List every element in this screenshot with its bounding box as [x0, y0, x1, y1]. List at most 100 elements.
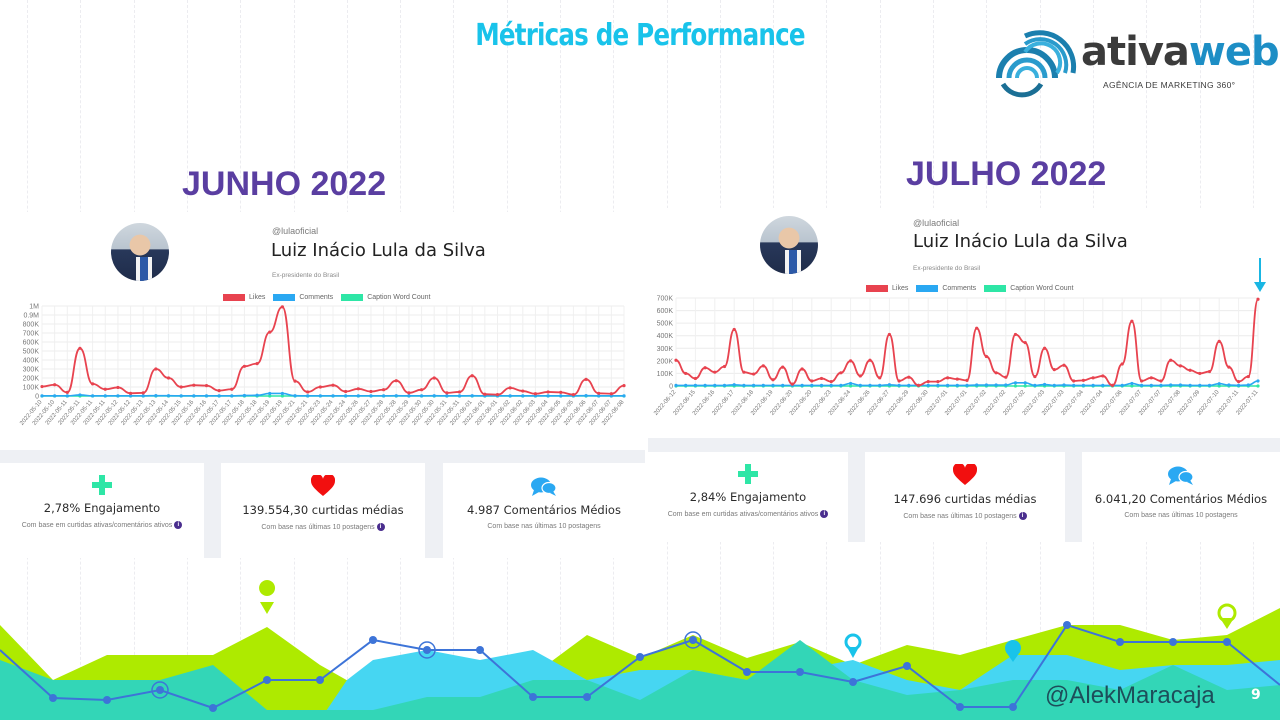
- july-line-chart: 0100K200K300K400K500K600K700K2022-06-122…: [653, 296, 1260, 417]
- profile-handle: @lulaoficial: [272, 226, 319, 236]
- data-point-likes: [693, 376, 697, 381]
- data-point-comments: [521, 394, 525, 398]
- trend-rings: [151, 631, 702, 699]
- data-point-likes: [141, 391, 145, 395]
- data-point-likes: [975, 326, 979, 330]
- data-point-comments: [703, 383, 707, 387]
- data-point-likes: [1140, 379, 1144, 383]
- data-point-comments: [975, 383, 979, 387]
- data-point-likes: [761, 364, 765, 368]
- legend-item-likes[interactable]: Likes: [866, 285, 908, 292]
- data-point-comments: [771, 383, 775, 387]
- logo-tagline: AGÊNCIA DE MARKETING 360°: [1103, 80, 1236, 90]
- y-tick-label: 700K: [23, 331, 40, 338]
- chart-legend: Likes Comments Caption Word Count: [223, 294, 430, 301]
- data-point-likes: [955, 377, 959, 381]
- data-point-comments: [1120, 383, 1124, 387]
- data-point-comments: [78, 393, 82, 397]
- data-point-likes: [1217, 339, 1221, 343]
- data-point-likes: [1149, 376, 1153, 380]
- data-point-likes: [839, 371, 843, 375]
- legend-item-likes[interactable]: Likes: [223, 294, 265, 301]
- profile-name: Luiz Inácio Lula da Silva: [913, 231, 1128, 252]
- legend-item-caption-word-count[interactable]: Caption Word Count: [341, 294, 430, 301]
- data-point-likes: [887, 332, 891, 337]
- data-point-likes: [91, 382, 95, 386]
- data-point-likes: [369, 389, 373, 394]
- data-point-likes: [800, 367, 804, 371]
- legend-item-comments[interactable]: Comments: [273, 294, 333, 301]
- data-point-likes: [849, 359, 853, 363]
- stat-value: 2,78% Engajamento: [43, 501, 161, 515]
- data-point-comments: [810, 383, 814, 387]
- data-point-likes: [703, 366, 707, 370]
- data-point-comments: [936, 383, 940, 387]
- data-point-likes: [1207, 369, 1212, 374]
- teal-area: [0, 640, 1280, 720]
- data-point-comments: [693, 383, 697, 387]
- stat-subtitle: Com base nas últimas 10 postagens i: [865, 512, 1065, 520]
- plus-icon: [738, 464, 758, 484]
- logo-word-ativa: ativa: [1081, 29, 1190, 75]
- y-tick-label: 700K: [657, 296, 674, 303]
- info-icon[interactable]: i: [820, 510, 829, 518]
- data-point-likes: [1023, 341, 1027, 345]
- data-point-likes: [1256, 297, 1260, 301]
- stat-value: 2,84% Engajamento: [689, 490, 807, 504]
- info-icon[interactable]: i: [174, 521, 183, 529]
- data-point-comments: [1256, 379, 1260, 383]
- data-point-comments: [166, 394, 171, 398]
- data-point-comments: [1217, 382, 1221, 386]
- data-point-caption-word-count: [1130, 384, 1134, 388]
- data-point-likes: [457, 390, 462, 394]
- data-point-likes: [166, 376, 171, 380]
- likes-swatch: [866, 285, 888, 292]
- y-tick-label: 400K: [657, 333, 674, 340]
- stat-card-likes-july: 147.696 curtidas médias Com base nas últ…: [865, 452, 1065, 542]
- data-point-likes: [868, 358, 872, 362]
- data-point-likes: [1013, 332, 1018, 337]
- data-point-comments: [1178, 383, 1182, 387]
- y-tick-label: 300K: [657, 346, 674, 353]
- data-point-comments: [230, 394, 234, 398]
- data-point-likes: [204, 384, 209, 388]
- data-point-comments: [1207, 383, 1212, 387]
- info-icon[interactable]: i: [376, 523, 385, 531]
- legend-item-comments[interactable]: Comments: [916, 285, 976, 292]
- data-point-likes: [752, 372, 756, 376]
- stat-subtitle-text: Com base em curtidas ativas/comentários …: [21, 521, 173, 529]
- data-point-comments: [508, 394, 512, 398]
- data-point-comments: [546, 394, 550, 398]
- data-point-comments: [344, 394, 348, 398]
- chart-legend: Likes Comments Caption Word Count: [866, 285, 1073, 292]
- data-point-likes: [1130, 319, 1134, 323]
- stat-card-engagement-july: 2,84% Engajamento Com base em curtidas a…: [648, 452, 848, 542]
- data-point-comments: [800, 383, 804, 387]
- data-point-comments: [40, 394, 44, 398]
- data-point-comments: [432, 394, 436, 398]
- data-point-likes: [946, 376, 950, 380]
- data-point-likes: [179, 385, 183, 389]
- data-point-comments: [445, 394, 449, 398]
- data-point-likes: [984, 354, 988, 359]
- data-point-likes: [713, 370, 717, 374]
- info-icon[interactable]: i: [1018, 512, 1027, 520]
- data-point-likes: [926, 380, 930, 384]
- data-point-likes: [293, 379, 297, 383]
- data-point-comments: [154, 394, 158, 398]
- legend-item-caption-word-count[interactable]: Caption Word Count: [984, 285, 1073, 292]
- data-point-comments: [141, 394, 145, 398]
- data-point-comments: [829, 383, 833, 387]
- data-point-comments: [1140, 383, 1144, 387]
- data-point-likes: [331, 383, 335, 387]
- data-point-comments: [1062, 383, 1066, 387]
- data-point-comments: [255, 393, 259, 397]
- profile-handle: @lulaoficial: [913, 218, 960, 228]
- data-point-comments: [65, 394, 69, 398]
- comments-swatch: [916, 285, 939, 292]
- data-point-likes: [40, 384, 44, 389]
- data-point-comments: [1149, 383, 1153, 387]
- logo-wordmark: ativaweb: [1081, 29, 1280, 75]
- data-point-likes: [1062, 363, 1066, 367]
- data-point-comments: [994, 383, 998, 387]
